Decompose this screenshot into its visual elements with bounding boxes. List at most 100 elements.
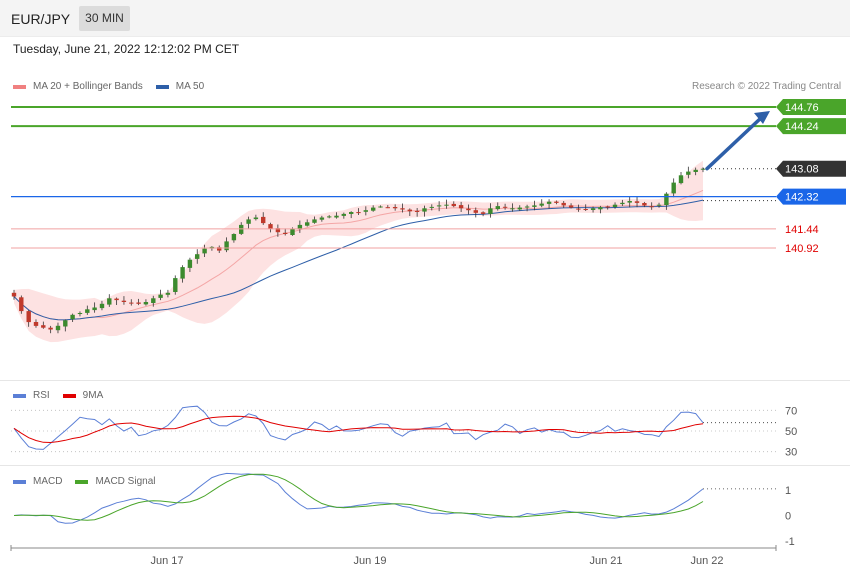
candle (385, 205, 390, 209)
candle (642, 201, 647, 208)
candle-body (686, 171, 691, 175)
candle (305, 219, 310, 227)
candle (678, 172, 684, 185)
rsi-tick-30: 30 (785, 447, 797, 459)
candle (334, 212, 339, 219)
candle-body (231, 234, 237, 241)
candle (458, 201, 464, 212)
candle-body (202, 248, 207, 254)
candle (693, 167, 698, 176)
candle-body (539, 203, 544, 206)
projection-arrowhead (754, 111, 770, 124)
candle (649, 202, 654, 210)
candle (33, 319, 39, 328)
candle (129, 299, 134, 306)
candle (371, 205, 376, 212)
candle (26, 310, 31, 327)
candle (231, 233, 237, 243)
candle (612, 202, 618, 209)
candle-body (495, 206, 500, 210)
candle (63, 319, 68, 332)
level-tag-143.08 (776, 160, 846, 177)
candle-body (620, 202, 625, 205)
x-tick-label: Jun 17 (150, 555, 183, 567)
candle-body (63, 320, 68, 327)
candle (283, 228, 288, 236)
candle (319, 215, 325, 222)
candle (598, 205, 603, 214)
candle (671, 178, 676, 198)
report-datetime: Tuesday, June 21, 2022 12:12:02 PM CET (13, 42, 240, 56)
candle (151, 295, 156, 307)
candle-body (576, 208, 581, 210)
legend-rsi-swatch (13, 393, 26, 398)
candle (554, 200, 559, 205)
candle (158, 289, 163, 301)
x-tick-label: Jun 19 (353, 555, 386, 567)
level-label-144.24: 144.24 (785, 121, 819, 133)
candle-body (129, 302, 134, 304)
legend-macdsig-swatch (75, 479, 89, 484)
bollinger-band-area (14, 160, 703, 343)
candle (546, 199, 552, 209)
candle (363, 206, 368, 216)
candle-body (107, 298, 112, 305)
candle-body (436, 205, 442, 207)
panel-divider-1 (0, 380, 850, 381)
legend-rsi: RSI (13, 390, 50, 401)
candle-body (319, 217, 325, 220)
candle-body (583, 209, 588, 210)
candle (576, 204, 581, 212)
candle (341, 212, 346, 219)
timeframe-badge[interactable]: 30 MIN (79, 6, 130, 31)
candle-body (605, 206, 610, 208)
legend-bb-swatch (13, 84, 26, 89)
legend-macdsig: MACD Signal (75, 476, 155, 487)
candle (422, 205, 427, 217)
candle (48, 325, 53, 334)
candle (620, 199, 625, 206)
candle-body (92, 307, 97, 311)
candle (121, 296, 127, 305)
candle-body (700, 168, 706, 170)
candle-body (451, 203, 456, 207)
candle (99, 300, 105, 311)
candle-body (400, 208, 405, 210)
candle-body (334, 215, 339, 218)
candle (495, 202, 500, 211)
level-label-140.92: 140.92 (785, 243, 819, 255)
legend-macd-label: MACD (33, 476, 63, 487)
legend-ma50: MA 50 (155, 81, 205, 92)
rsi-line (13, 405, 704, 450)
candle (297, 220, 303, 233)
candle-body (488, 208, 493, 214)
candle-body (407, 209, 412, 212)
candle (136, 298, 141, 306)
candle (19, 295, 24, 314)
candle-body (33, 322, 39, 326)
candle (561, 201, 566, 208)
legend-macd-swatch (13, 479, 26, 484)
candle (429, 204, 434, 211)
candle (378, 205, 383, 208)
candle (686, 166, 691, 179)
candle-body (114, 298, 119, 301)
level-label-143.08: 143.08 (785, 164, 819, 176)
candle (165, 289, 171, 298)
candle-body (41, 325, 46, 328)
candle-body (341, 213, 346, 216)
candle-body (671, 182, 676, 194)
candle (202, 244, 207, 257)
candle (444, 199, 449, 209)
candle (143, 299, 149, 306)
candle-body (312, 219, 317, 223)
candle-body (458, 205, 464, 209)
candle-body (385, 207, 390, 209)
legend-ma50-label: MA 50 (175, 81, 205, 92)
candle (312, 216, 317, 224)
top-bar: EUR/JPY 30 MIN (0, 0, 850, 37)
legend-rsi-label: RSI (33, 390, 50, 401)
level-label-142.32: 142.32 (785, 192, 819, 204)
candle-body (85, 309, 90, 313)
